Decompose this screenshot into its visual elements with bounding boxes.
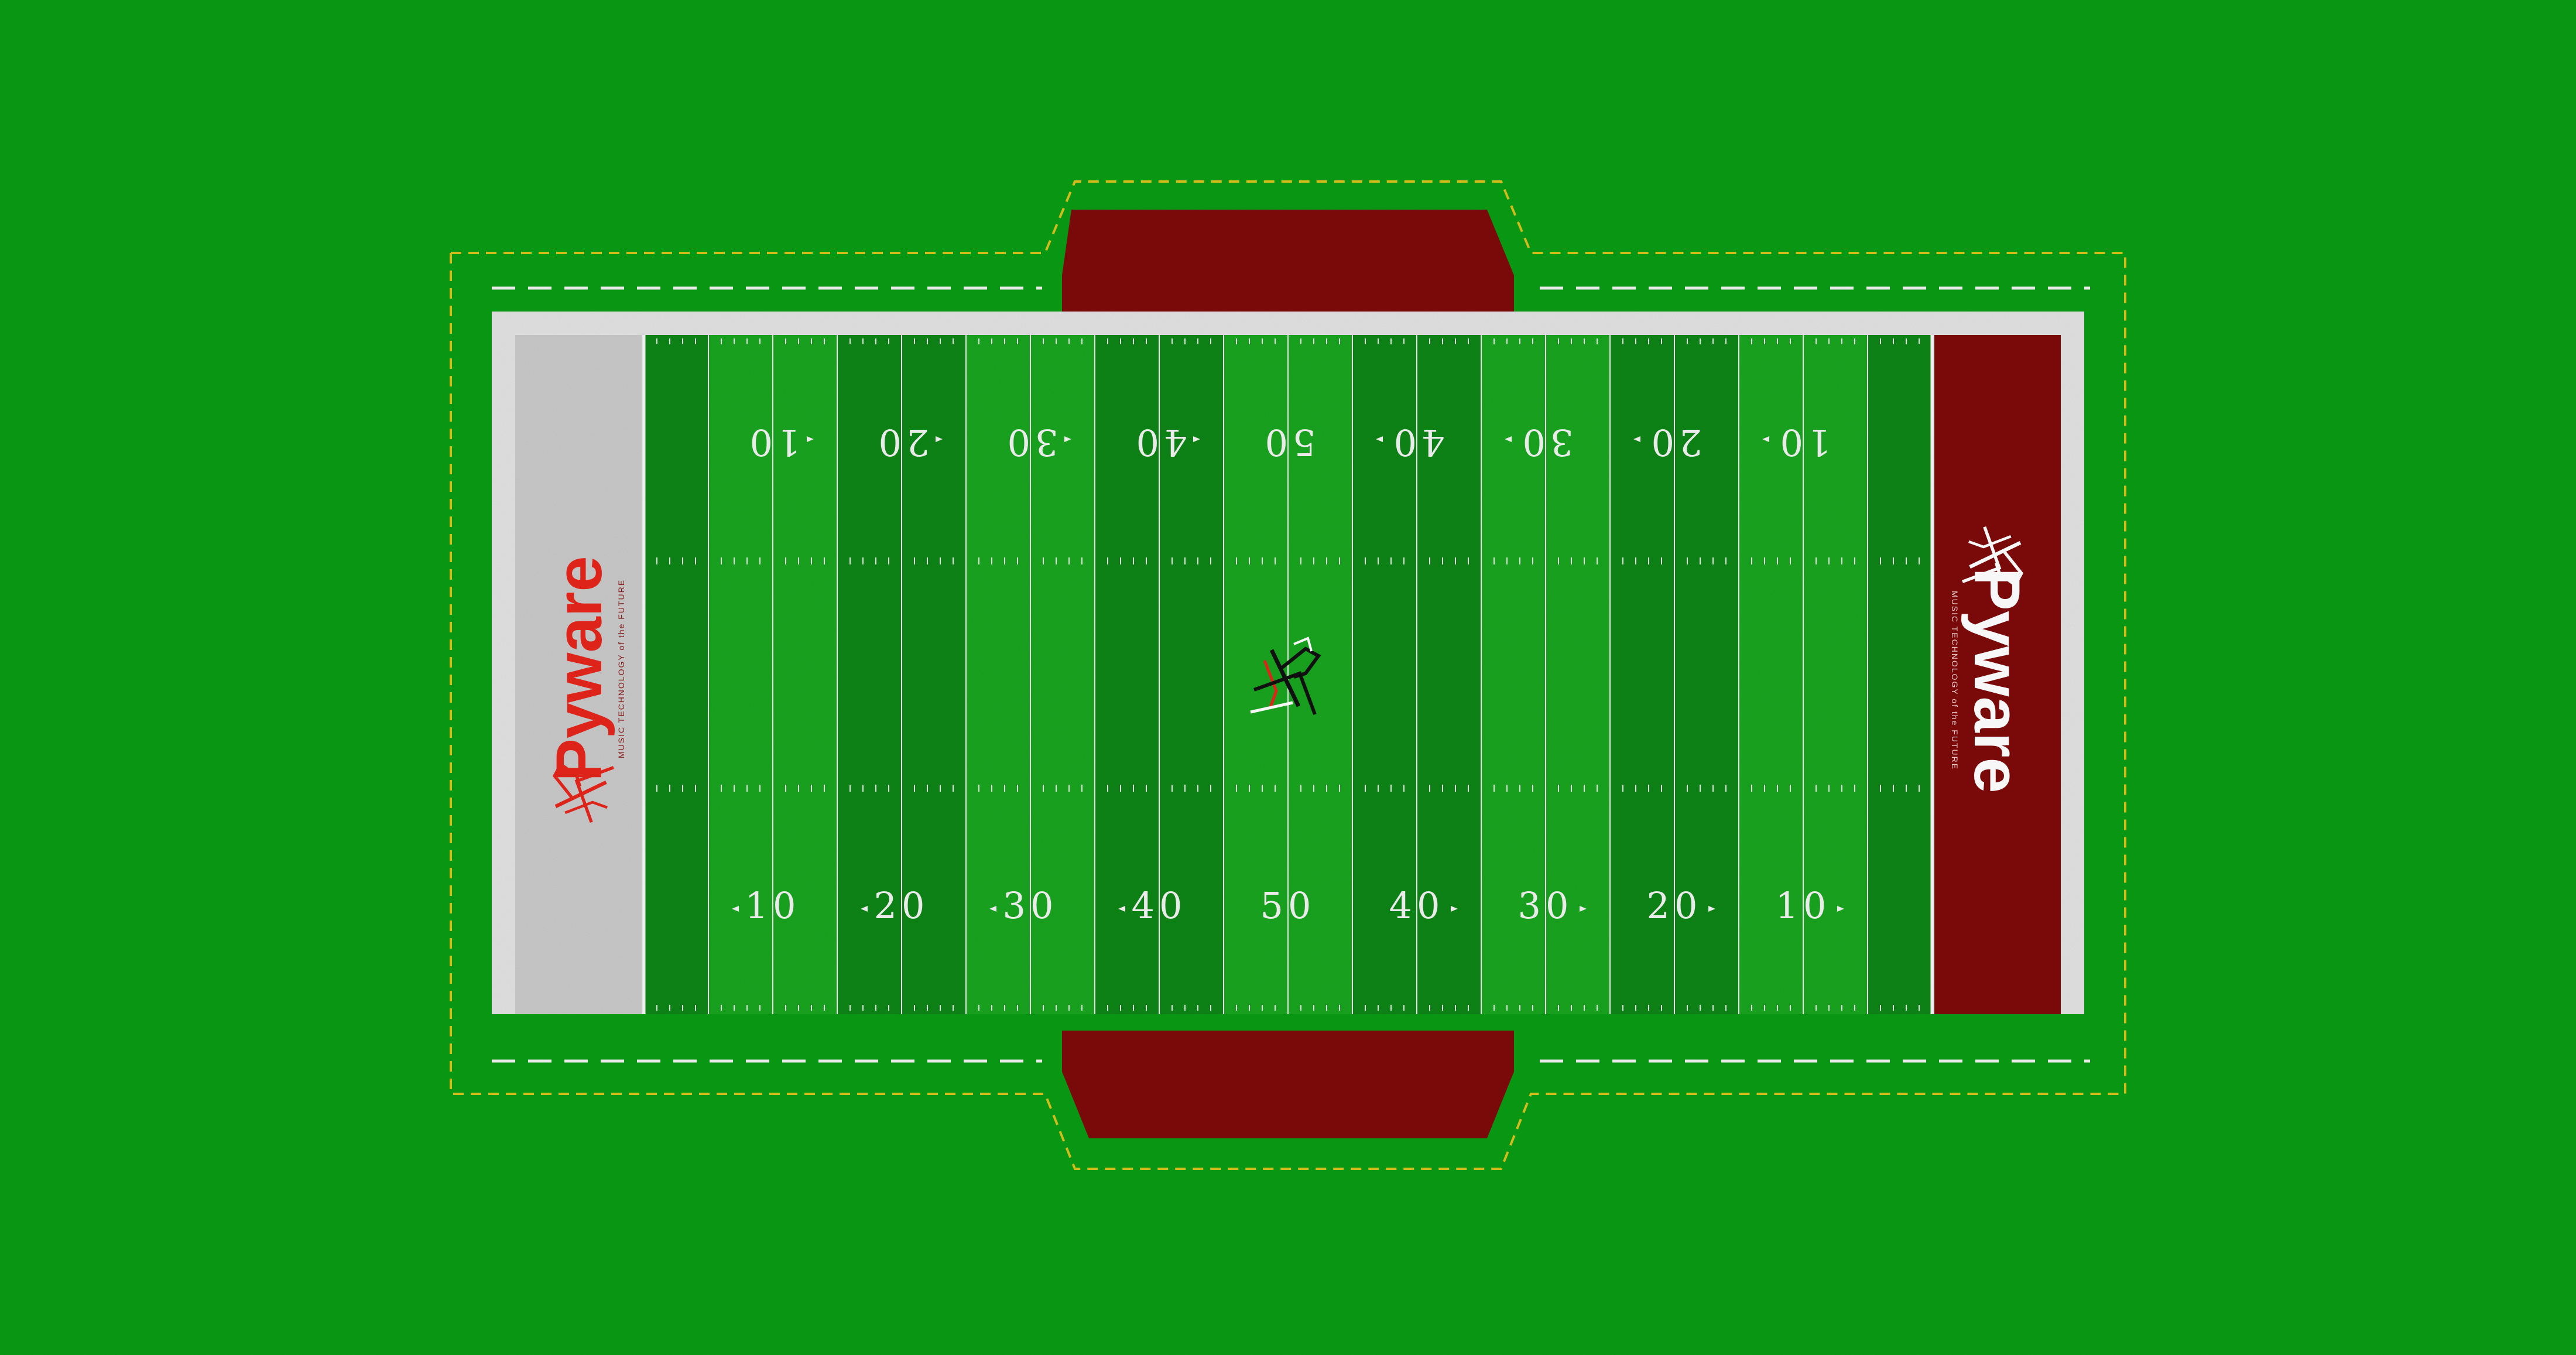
yard-number-bottom-2: 20: [874, 884, 930, 927]
yard-number-top-4: 40: [1132, 421, 1187, 464]
yard-number-top-1: 10: [745, 421, 801, 464]
endzone-right-tagline: MUSIC TECHNOLOGY of the FUTURE: [1950, 591, 1960, 770]
yard-number-top-6: 40: [1389, 421, 1445, 464]
yard-number-bottom-6: 40: [1389, 884, 1445, 927]
field-stripe: [644, 335, 709, 1014]
team-area-top: [1062, 210, 1514, 316]
yard-number-bottom-9: 10: [1776, 884, 1831, 927]
yard-number-bottom-8: 20: [1647, 884, 1703, 927]
yard-number-top-2: 20: [874, 421, 930, 464]
yard-number-top-5: 50: [1260, 421, 1316, 464]
yard-number-top-8: 20: [1647, 421, 1703, 464]
yard-numbers-top: 10 20 30 40 50 40 30 20 10: [745, 421, 1831, 464]
team-area-bottom: [1062, 1031, 1514, 1138]
yard-number-bottom-7: 30: [1518, 884, 1574, 927]
endzone-left-tagline: MUSIC TECHNOLOGY of the FUTURE: [616, 579, 626, 758]
field-stripe: [1868, 335, 1933, 1014]
yard-number-bottom-3: 30: [1003, 884, 1059, 927]
endzone-right-brand: Pyware: [1961, 567, 2033, 793]
endzone-left-brand: Pyware: [543, 556, 615, 781]
yard-number-top-9: 10: [1776, 421, 1831, 464]
yard-number-bottom-4: 40: [1132, 884, 1187, 927]
yard-numbers-bottom: 10 20 30 40 50 40 30 20 10: [732, 884, 1844, 927]
yard-number-bottom-1: 10: [745, 884, 801, 927]
yard-number-top-7: 30: [1518, 421, 1574, 464]
yard-number-bottom-5: 50: [1260, 884, 1316, 927]
yard-number-top-3: 30: [1003, 421, 1059, 464]
